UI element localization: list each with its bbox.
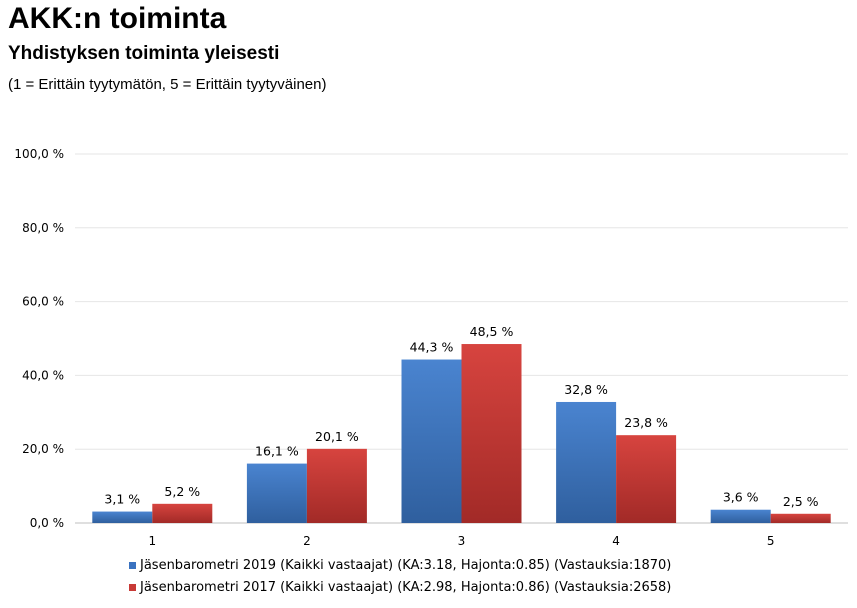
x-axis-ticks: 1 2 3 4 5 [148,534,774,548]
legend: Jäsenbarometri 2019 (Kaikki vastaajat) (… [129,558,671,595]
chart-title: AKK:n toiminta [8,2,227,35]
y-tick-label: 0,0 % [30,516,64,530]
y-tick-label: 20,0 % [22,442,64,456]
data-label: 20,1 % [315,429,359,444]
bar-series-1 [556,401,617,523]
bar-series-2 [152,503,213,523]
x-tick-label: 3 [458,534,466,548]
legend-swatch [129,584,136,591]
data-label: 2,5 % [783,494,819,509]
data-label: 23,8 % [624,415,668,430]
y-axis-ticks: 0,0 % 20,0 % 40,0 % 60,0 % 80,0 % 100,0 % [14,147,64,530]
y-tick-label: 100,0 % [14,147,64,161]
x-tick-label: 2 [303,534,311,548]
bar-series-1 [710,509,771,523]
data-label: 16,1 % [255,444,299,459]
legend-label: Jäsenbarometri 2017 (Kaikki vastaajat) (… [139,580,671,595]
data-label: 3,1 % [104,492,140,507]
bars [92,344,831,523]
y-tick-label: 80,0 % [22,221,64,235]
scale-note: (1 = Erittäin tyytymätön, 5 = Erittäin t… [8,76,327,93]
x-tick-label: 5 [767,534,775,548]
bar-series-2 [770,513,831,523]
data-label: 3,6 % [723,490,759,505]
data-label: 32,8 % [564,382,608,397]
bar-series-2 [461,344,522,523]
bar-series-1 [92,511,153,523]
y-tick-label: 60,0 % [22,295,64,309]
bar-series-1 [246,463,307,523]
bar-series-2 [616,435,677,523]
x-tick-label: 1 [148,534,156,548]
data-label: 48,5 % [470,324,514,339]
legend-label: Jäsenbarometri 2019 (Kaikki vastaajat) (… [139,558,671,573]
bar-series-1 [401,359,462,523]
x-tick-label: 4 [612,534,620,548]
data-label: 44,3 % [410,340,454,355]
legend-swatch [129,562,136,569]
bar-series-2 [306,448,367,523]
data-labels: 3,1 % 5,2 % 16,1 % 20,1 % 44,3 % 48,5 % 32,8 %… [104,324,818,509]
chart-subtitle: Yhdistyksen toiminta yleisesti [8,43,280,64]
data-label: 5,2 % [164,484,200,499]
y-tick-label: 40,0 % [22,368,64,382]
